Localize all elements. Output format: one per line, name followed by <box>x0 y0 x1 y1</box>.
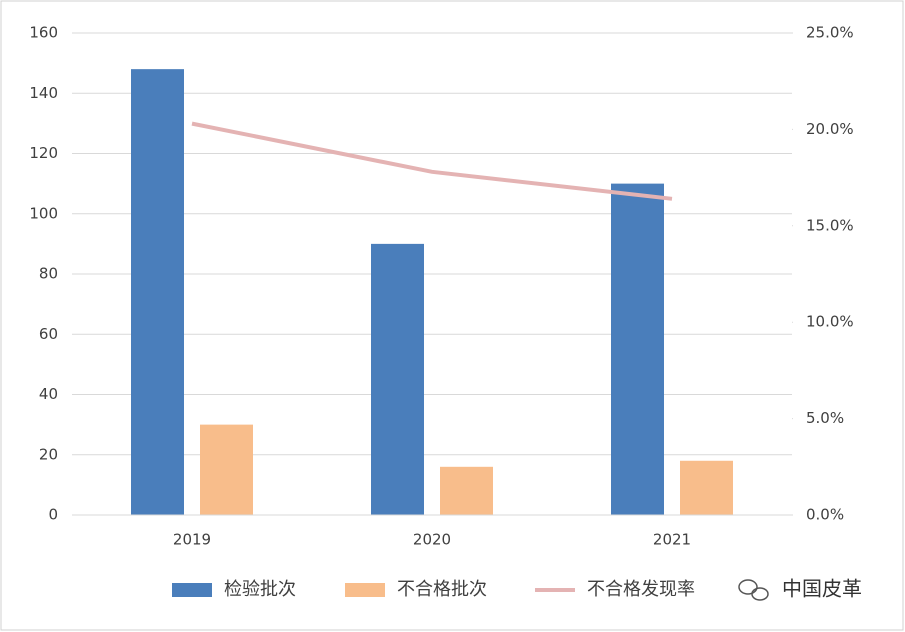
y-tick-label: 140 <box>29 84 58 102</box>
y-tick-label: 40 <box>39 385 58 403</box>
legend-label: 不合格发现率 <box>587 579 695 600</box>
y-tick-label: 0 <box>48 506 58 524</box>
y2-tick-label: 0.0% <box>806 506 844 524</box>
bar <box>611 183 664 515</box>
legend-label: 检验批次 <box>224 579 296 600</box>
y2-tick-label: 10.0% <box>806 313 854 331</box>
y-tick-label: 20 <box>39 445 58 463</box>
bar <box>131 69 184 516</box>
legend-swatch <box>345 583 385 597</box>
y-tick-label: 120 <box>29 144 58 162</box>
legend-label: 不合格批次 <box>397 579 487 600</box>
y-tick-label: 160 <box>29 24 58 42</box>
y2-tick-label: 15.0% <box>806 216 854 234</box>
x-tick-label: 2021 <box>653 531 691 549</box>
y2-tick-label: 25.0% <box>806 24 854 42</box>
x-tick-label: 2020 <box>413 531 451 549</box>
x-tick-label: 2019 <box>173 531 211 549</box>
y-tick-label: 100 <box>29 204 58 222</box>
y-tick-label: 80 <box>39 265 58 283</box>
y2-tick-label: 5.0% <box>806 409 844 427</box>
bar <box>200 424 253 515</box>
bar <box>440 466 493 515</box>
bar <box>680 460 733 515</box>
watermark-logo <box>738 579 769 601</box>
y-tick-label: 60 <box>39 325 58 343</box>
bar <box>371 243 424 515</box>
y2-tick-label: 20.0% <box>806 120 854 138</box>
watermark: 中国皮革 <box>782 577 862 601</box>
legend-swatch <box>172 583 212 597</box>
line <box>191 121 673 201</box>
